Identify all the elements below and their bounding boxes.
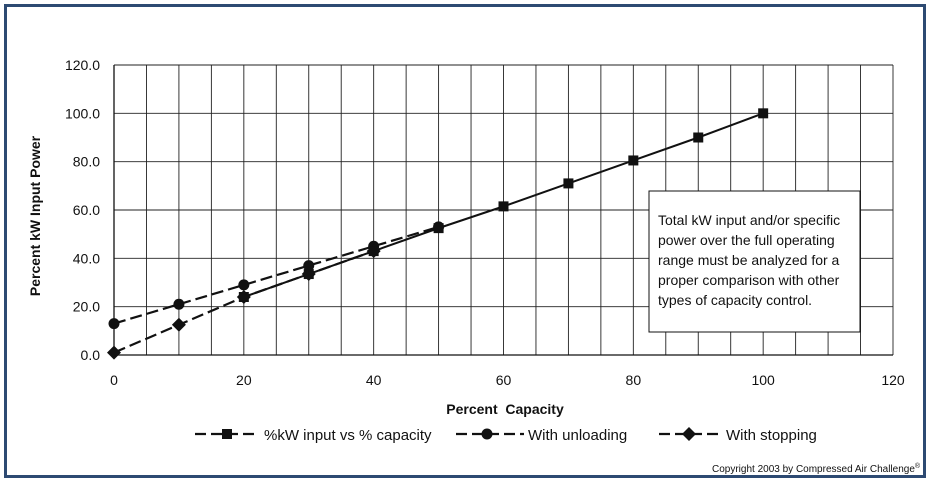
y-tick-label: 100.0 — [65, 105, 100, 121]
x-tick-label: 60 — [496, 372, 512, 388]
x-tick-label: 80 — [626, 372, 642, 388]
data-point-square — [628, 155, 639, 166]
x-tick-label: 0 — [110, 372, 118, 388]
data-point-circle — [238, 279, 250, 291]
series-line-circle — [113, 225, 439, 325]
legend-square-marker — [222, 429, 232, 439]
y-tick-label: 120.0 — [65, 57, 100, 73]
data-point-square — [433, 223, 444, 234]
y-axis-title: Percent kW Input Power — [27, 135, 43, 296]
data-point-square — [303, 269, 314, 280]
x-tick-label: 40 — [366, 372, 382, 388]
legend-item-stopping: With stopping — [659, 427, 817, 444]
annotation-line-1: Total kW input and/or specific — [658, 212, 840, 228]
data-point-circle — [303, 260, 315, 272]
series-layer — [107, 108, 769, 360]
y-tick-label: 80.0 — [73, 154, 100, 170]
legend-circle-marker — [481, 428, 493, 440]
annotation-line-3: range must be analyzed for a — [658, 252, 840, 268]
legend-item-unloading: With unloading — [456, 427, 627, 444]
data-point-square — [368, 246, 379, 257]
legend-label-kw-input: %kW input vs % capacity — [264, 427, 432, 444]
y-tick-label: 60.0 — [73, 202, 100, 218]
data-point-square — [238, 292, 249, 302]
legend-diamond-marker — [682, 427, 696, 441]
legend-item-kw-input: %kW input vs % capacity — [195, 427, 432, 444]
legend-label-unloading: With unloading — [528, 427, 627, 444]
annotation-line-2: power over the full operating — [658, 232, 835, 248]
data-point-square — [693, 132, 704, 143]
x-axis-title: Percent Capacity — [446, 401, 564, 417]
data-point-square — [758, 108, 769, 119]
copyright-mark: ® — [915, 462, 921, 470]
legend: %kW input vs % capacity With unloading W… — [195, 427, 817, 444]
data-point-square — [563, 178, 574, 189]
x-tick-label: 100 — [751, 372, 775, 388]
x-tick-label: 20 — [236, 372, 252, 388]
y-tick-labels: 0.0 20.0 40.0 60.0 80.0 100.0 120.0 — [65, 57, 100, 363]
copyright-text: Copyright 2003 by Compressed Air Challen… — [712, 462, 921, 475]
annotation-line-4: proper comparison with other — [658, 272, 840, 288]
data-point-diamond — [171, 317, 186, 332]
y-tick-label: 40.0 — [73, 250, 100, 266]
data-point-circle — [108, 318, 120, 330]
y-tick-label: 20.0 — [73, 299, 100, 315]
data-point-diamond — [107, 345, 121, 360]
x-tick-labels: 0 20 40 60 80 100 120 — [110, 372, 905, 388]
data-point-circle — [173, 298, 185, 310]
annotation-line-5: types of capacity control. — [658, 292, 812, 308]
copyright-main: Copyright 2003 by Compressed Air Challen… — [712, 464, 915, 475]
legend-label-stopping: With stopping — [726, 427, 817, 444]
annotation-box: Total kW input and/or specific power ove… — [648, 190, 861, 333]
annotation-border — [648, 190, 861, 333]
x-tick-label: 120 — [881, 372, 905, 388]
y-tick-label: 0.0 — [81, 347, 101, 363]
data-point-square — [498, 201, 509, 212]
